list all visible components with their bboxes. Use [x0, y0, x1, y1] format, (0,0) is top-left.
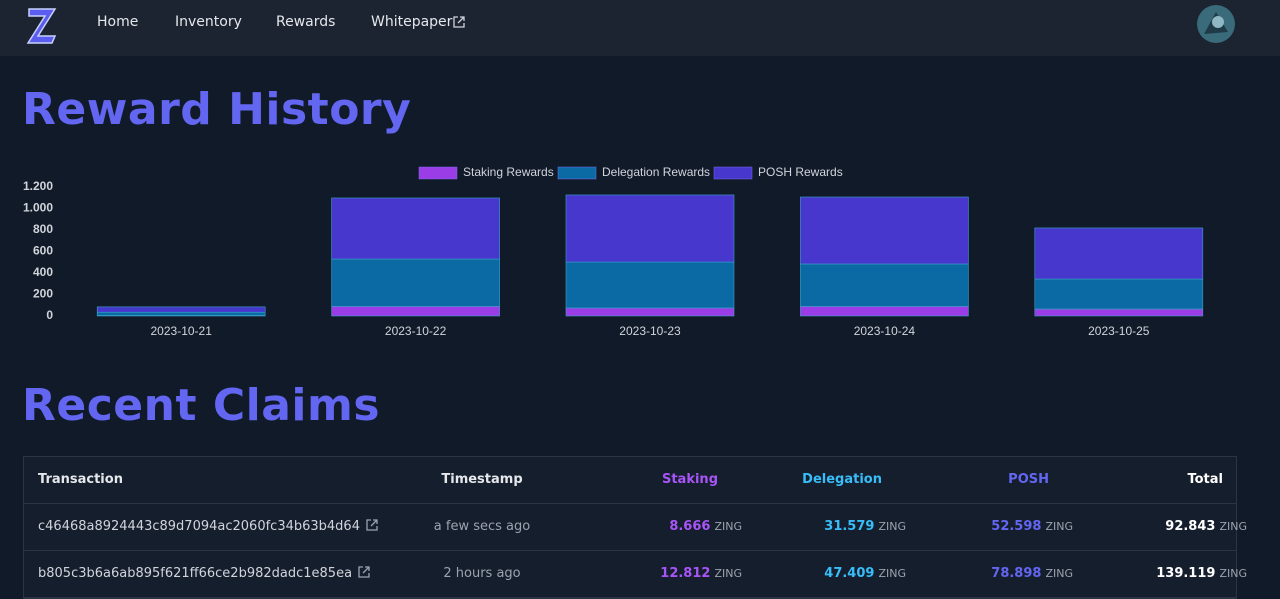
y-tick-label: 800 [33, 222, 53, 236]
nav-link[interactable]: Rewards [276, 14, 336, 30]
column-header: Transaction [38, 472, 123, 487]
y-tick-label: 600 [33, 244, 53, 258]
amount: 139.119 [1156, 566, 1216, 581]
unit: ZING [1045, 520, 1073, 533]
y-tick-label: 1.200 [23, 179, 53, 193]
avatar[interactable] [1196, 4, 1236, 44]
legend-label: POSH Rewards [758, 165, 843, 179]
section-title: Recent Claims [22, 380, 381, 431]
bar-segment [1034, 278, 1204, 310]
amount: 47.409 [824, 566, 875, 581]
section-title: Reward History [22, 84, 412, 135]
table-row: b805c3b6a6ab895f621ff66ce2b982dadc1e85ea… [24, 551, 1247, 598]
column-header: Delegation [802, 472, 882, 487]
bar-segment [331, 258, 500, 307]
nav-link[interactable]: Inventory [175, 14, 242, 30]
x-tick-label: 2023-10-22 [385, 324, 447, 338]
x-tick-label: 2023-10-25 [1088, 324, 1150, 338]
x-tick-label: 2023-10-21 [151, 324, 213, 338]
bar-segment [96, 311, 266, 316]
navbar: Home Inventory Rewards Whitepaper [0, 0, 1280, 56]
unit: ZING [1219, 567, 1247, 580]
claims-table: Transaction Timestamp Staking Delegation POS… [23, 456, 1247, 599]
bar-segment [565, 261, 735, 309]
unit: ZING [878, 520, 906, 533]
legend-label: Delegation Rewards [602, 165, 710, 179]
column-header: Staking [661, 472, 718, 487]
amount-cell: 139.119 ZING [1156, 551, 1247, 597]
amount: 31.579 [824, 519, 875, 534]
legend-label: Staking Rewards [463, 165, 554, 179]
bar-segment [800, 196, 969, 265]
amount-cell: 92.843 ZING [1165, 504, 1247, 550]
transaction-hash: b805c3b6a6ab895f621ff66ce2b982dadc1e85ea [38, 566, 353, 581]
table-row: c46468a8924443c89d7094ac2060fc34b63b4d64… [24, 504, 1247, 551]
y-tick-label: 1.000 [23, 201, 53, 215]
external-icon[interactable] [365, 518, 379, 532]
x-tick-label: 2023-10-23 [619, 324, 681, 338]
external-icon[interactable] [357, 565, 371, 579]
amount-cell: 8.666 ZING [669, 504, 742, 550]
legend-swatch [557, 166, 597, 180]
amount: 92.843 [1165, 519, 1216, 534]
nav-link[interactable]: Home [97, 14, 139, 30]
external-icon [453, 16, 465, 28]
unit: ZING [714, 567, 742, 580]
transaction-hash: c46468a8924443c89d7094ac2060fc34b63b4d64 [38, 519, 360, 534]
legend-swatch [418, 166, 458, 180]
chart: 0 200 400 600 800 1.000 1.200 Staking Rewards De… [23, 165, 1204, 338]
unit: ZING [1045, 567, 1073, 580]
header-row: Transaction Timestamp Staking Delegation POS… [24, 457, 1236, 504]
y-tick-label: 0 [46, 308, 53, 322]
amount: 12.812 [660, 566, 711, 581]
unit: ZING [714, 520, 742, 533]
unit: ZING [1219, 520, 1247, 533]
bar-segment [331, 197, 500, 260]
bar-segment [96, 306, 266, 313]
y-tick-label: 200 [33, 287, 53, 301]
bar-segment [1034, 227, 1204, 280]
bar-segment [800, 263, 969, 307]
legend-swatch [713, 166, 753, 180]
transaction-cell: b805c3b6a6ab895f621ff66ce2b982dadc1e85ea [38, 551, 371, 597]
column-header: POSH [1008, 472, 1049, 487]
logo[interactable] [26, 6, 58, 46]
amount: 52.598 [991, 519, 1042, 534]
unit: ZING [878, 567, 906, 580]
bar-segment [800, 306, 969, 317]
bar-segment [565, 307, 735, 317]
bar-segment [1034, 308, 1204, 317]
transaction-cell: c46468a8924443c89d7094ac2060fc34b63b4d64 [38, 504, 379, 550]
y-tick-label: 400 [33, 265, 53, 279]
bar-segment [331, 306, 500, 317]
bar-segment [565, 194, 735, 263]
amount-cell: 12.812 ZING [660, 551, 742, 597]
amount-cell: 52.598 ZING [991, 504, 1073, 550]
amount: 78.898 [991, 566, 1042, 581]
amount-cell: 31.579 ZING [824, 504, 906, 550]
amount-cell: 47.409 ZING [824, 551, 906, 597]
amount: 8.666 [669, 519, 711, 534]
nav-link[interactable]: Whitepaper [371, 14, 453, 30]
column-header: Total [1187, 472, 1223, 487]
amount-cell: 78.898 ZING [991, 551, 1073, 597]
x-tick-label: 2023-10-24 [854, 324, 916, 338]
